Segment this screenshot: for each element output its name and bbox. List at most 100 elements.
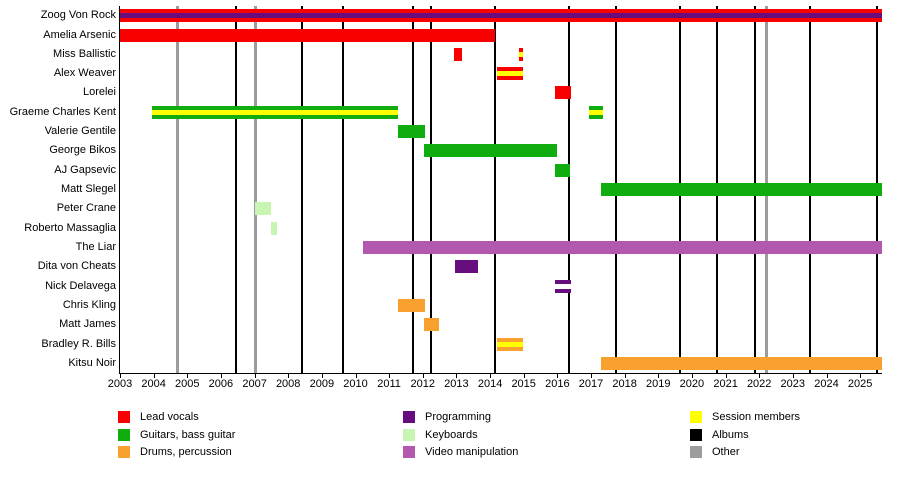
axis-tick bbox=[826, 374, 828, 378]
timeline-bar bbox=[601, 183, 882, 196]
y-axis-line bbox=[119, 6, 120, 374]
bar-stripe bbox=[120, 13, 882, 19]
axis-year-label: 2016 bbox=[545, 378, 570, 390]
row-label: George Bikos bbox=[49, 144, 116, 157]
album-release-line bbox=[301, 6, 303, 373]
legend-label: Lead vocals bbox=[140, 411, 199, 423]
axis-year-label: 2022 bbox=[746, 378, 772, 390]
row-label: Zoog Von Rock bbox=[40, 9, 116, 22]
timeline-bar bbox=[455, 260, 478, 274]
axis-tick bbox=[759, 374, 761, 378]
axis-year-label: 2006 bbox=[208, 378, 234, 390]
timeline-bar bbox=[519, 47, 523, 61]
axis-year-label: 2013 bbox=[444, 378, 469, 390]
legend-swatch bbox=[118, 411, 130, 423]
legend-label: Programming bbox=[425, 411, 492, 423]
row-label: Nick Delavega bbox=[45, 279, 116, 292]
axis-year-label: 2017 bbox=[578, 378, 604, 390]
timeline-bar bbox=[424, 318, 440, 332]
axis-year-label: 2018 bbox=[612, 378, 637, 390]
timeline-bar bbox=[254, 202, 272, 216]
timeline-bar bbox=[271, 221, 278, 235]
legend-label: Keyboards bbox=[425, 428, 478, 441]
axis-year-label: 2020 bbox=[679, 378, 705, 390]
axis-tick bbox=[220, 374, 222, 378]
legend-label: Drums, percussion bbox=[140, 446, 232, 458]
album-release-line bbox=[493, 6, 496, 373]
axis-tick bbox=[120, 374, 121, 378]
axis-year-label: 2011 bbox=[377, 378, 401, 390]
axis-tick bbox=[456, 374, 458, 378]
bar-stripe bbox=[496, 341, 523, 347]
legend-label: Video manipulation bbox=[425, 446, 519, 458]
axis-tick bbox=[624, 374, 626, 378]
bar-stripe bbox=[519, 51, 523, 57]
axis-tick bbox=[490, 374, 492, 378]
bar-stripe bbox=[589, 109, 604, 115]
row-label: Bradley R. Bills bbox=[41, 337, 116, 350]
legend-swatch bbox=[690, 446, 702, 458]
axis-tick bbox=[557, 374, 559, 378]
row-label: Graeme Charles Kent bbox=[9, 105, 116, 118]
axis-year-label: 2008 bbox=[275, 378, 301, 390]
timeline-bar bbox=[397, 298, 425, 312]
row-label: Matt James bbox=[59, 318, 116, 331]
row-label: Amelia Arsenic bbox=[43, 28, 116, 41]
x-axis-line bbox=[119, 373, 882, 374]
album-release-line bbox=[235, 6, 238, 373]
row-label: Chris Kling bbox=[62, 298, 116, 311]
bar-stripe bbox=[152, 109, 398, 115]
legend-swatch bbox=[690, 428, 702, 441]
axis-tick bbox=[792, 374, 794, 378]
legend-label: Guitars, bass guitar bbox=[140, 428, 236, 441]
legend-swatch bbox=[403, 428, 415, 441]
axis-year-label: 2012 bbox=[410, 378, 436, 390]
axis-tick bbox=[523, 374, 525, 378]
legend-label: Albums bbox=[712, 428, 749, 441]
axis-tick bbox=[658, 374, 660, 378]
axis-year-label: 2010 bbox=[343, 378, 368, 390]
axis-year-label: 2015 bbox=[511, 378, 536, 390]
legend-swatch bbox=[690, 411, 702, 423]
axis-tick bbox=[355, 374, 357, 378]
axis-year-label: 2005 bbox=[175, 378, 200, 390]
timeline-bar bbox=[120, 9, 882, 23]
timeline-bar bbox=[555, 279, 572, 293]
other-event-line bbox=[176, 6, 180, 373]
timeline-bar bbox=[496, 67, 523, 81]
axis-tick bbox=[187, 374, 189, 378]
timeline-bar bbox=[152, 105, 398, 119]
legend-swatch bbox=[403, 446, 415, 458]
timeline-bar bbox=[424, 144, 558, 158]
axis-year-label: 2003 bbox=[107, 378, 133, 390]
axis-tick bbox=[389, 374, 391, 378]
timeline-bar bbox=[555, 163, 570, 177]
album-release-line bbox=[412, 6, 414, 373]
other-event-line bbox=[254, 6, 258, 373]
bar-stripe bbox=[496, 71, 523, 77]
axis-tick bbox=[288, 374, 290, 378]
axis-year-label: 2019 bbox=[646, 378, 671, 390]
axis-tick bbox=[321, 374, 323, 378]
row-label: Roberto Massaglia bbox=[24, 221, 116, 234]
row-label: Matt Slegel bbox=[60, 183, 116, 195]
album-release-line bbox=[342, 6, 344, 373]
axis-year-label: 2007 bbox=[242, 378, 267, 390]
legend-label: Other bbox=[712, 446, 740, 458]
axis-year-label: 2024 bbox=[814, 378, 839, 390]
axis-tick bbox=[422, 374, 424, 378]
legend-swatch bbox=[118, 446, 130, 458]
legend-swatch bbox=[118, 428, 130, 441]
timeline-bar bbox=[496, 337, 523, 351]
axis-year-label: 2004 bbox=[141, 378, 166, 390]
timeline-bar bbox=[363, 240, 882, 254]
plot-area bbox=[120, 6, 882, 373]
album-release-line bbox=[567, 6, 570, 373]
legend-swatch bbox=[403, 411, 415, 423]
row-label: The Liar bbox=[75, 240, 116, 253]
timeline-bar bbox=[589, 105, 604, 119]
row-label: Miss Ballistic bbox=[53, 47, 116, 60]
row-label: AJ Gapsevic bbox=[54, 163, 116, 176]
timeline-bar bbox=[555, 86, 572, 100]
